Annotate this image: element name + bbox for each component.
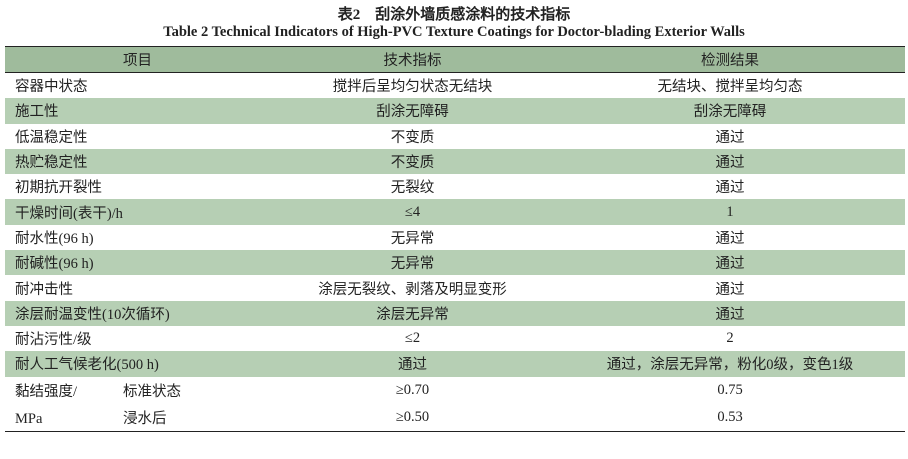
indicator-cell: 不变质 [270, 148, 555, 175]
table-row: 容器中状态 搅拌后呈均匀状态无结块 无结块、搅拌呈均匀态 [5, 73, 905, 99]
result-cell: 通过 [555, 148, 905, 175]
result-cell: 通过 [715, 129, 745, 146]
item-cell: 热贮稳定性 [5, 148, 270, 175]
result-cell: 通过 [555, 250, 905, 276]
table-row: 涂层耐温变性(10次循环) 涂层无异常 通过 [5, 300, 905, 326]
item-cell: 初期抗开裂性 [15, 180, 102, 197]
result-cell: 2 [726, 330, 734, 347]
header-indicator: 技术指标 [270, 46, 555, 73]
item-cell: 耐冲击性 [15, 281, 73, 298]
indicator-cell: 涂层无裂纹、剥落及明显变形 [318, 281, 507, 298]
result-cell: 通过 [715, 180, 745, 197]
table-row: 耐沾污性/级 ≤2 2 [5, 326, 905, 351]
result-cell: 1 [555, 199, 905, 225]
table-row: 耐水性(96 h) 无异常 通过 [5, 225, 905, 250]
indicator-cell: 无裂纹 [390, 180, 435, 197]
item-cell: MPa 浸水后 [5, 404, 270, 432]
item-cell: 黏结强度/标准状态 [5, 377, 270, 404]
indicator-cell: 无异常 [270, 250, 555, 276]
item-cell: 涂层耐温变性(10次循环) [5, 300, 270, 326]
indicator-cell: 不变质 [390, 129, 435, 146]
header-result: 检测结果 [555, 46, 905, 73]
indicator-cell: ≥0.70 [395, 381, 430, 398]
item-cell: 干燥时间(表干)/h [5, 199, 270, 225]
indicator-cell: 搅拌后呈均匀状态无结块 [332, 79, 493, 96]
bond-condition: 浸水后 [123, 410, 167, 427]
bond-strength-label: 黏结强度/ [15, 383, 78, 400]
header-row: 项目 技术指标 检测结果 [5, 46, 905, 73]
result-cell: 0.75 [717, 381, 743, 398]
item-cell: 耐水性(96 h) [15, 230, 94, 247]
result-cell: 无结块、搅拌呈均匀态 [657, 79, 803, 96]
item-cell: 施工性 [5, 98, 270, 124]
item-cell: 耐碱性(96 h) [5, 250, 270, 276]
item-cell: 耐沾污性/级 [15, 332, 92, 349]
bond-condition: 标准状态 [123, 383, 181, 400]
indicator-cell: 刮涂无障碍 [270, 98, 555, 124]
indicator-cell: 通过 [270, 351, 555, 377]
header-item: 项目 [5, 46, 270, 73]
indicator-cell: ≤2 [404, 330, 421, 347]
indicator-cell: 无异常 [390, 230, 435, 247]
result-cell: 刮涂无障碍 [555, 98, 905, 124]
indicator-cell: 涂层无异常 [270, 300, 555, 326]
table-row: 施工性 刮涂无障碍 刮涂无障碍 [5, 98, 905, 124]
item-cell: 容器中状态 [15, 79, 88, 96]
table-row: 黏结强度/标准状态 ≥0.70 0.75 [5, 377, 905, 404]
table-caption-en: Table 2 Technical Indicators of High-PVC… [163, 24, 745, 40]
table-row: 低温稳定性 不变质 通过 [5, 124, 905, 149]
technical-indicators-table: 项目 技术指标 检测结果 容器中状态 搅拌后呈均匀状态无结块 无结块、搅拌呈均匀态施… [5, 46, 905, 432]
result-cell: 通过 [715, 281, 745, 298]
table-row: 干燥时间(表干)/h ≤4 1 [5, 199, 905, 225]
indicator-cell: ≤4 [270, 199, 555, 225]
item-cell: 耐人工气候老化(500 h) [5, 351, 270, 377]
table-caption-cn: 表2 刮涂外墙质感涂料的技术指标 [337, 7, 571, 23]
result-cell: 0.53 [717, 408, 743, 425]
result-cell: 通过 [555, 300, 905, 326]
result-cell: 通过，涂层无异常，粉化0级，变色1级 [555, 351, 905, 377]
item-cell: 低温稳定性 [15, 129, 88, 146]
indicator-cell: ≥0.50 [395, 408, 430, 425]
table-row: 初期抗开裂性 无裂纹 通过 [5, 174, 905, 199]
table-row: 耐碱性(96 h) 无异常 通过 [5, 250, 905, 276]
table-row: MPa 浸水后 ≥0.50 0.53 [5, 404, 905, 432]
result-cell: 通过 [715, 230, 745, 247]
table-row: 耐人工气候老化(500 h) 通过 通过，涂层无异常，粉化0级，变色1级 [5, 351, 905, 377]
bond-strength-label: MPa [15, 410, 43, 427]
table-row: 耐冲击性 涂层无裂纹、剥落及明显变形 通过 [5, 275, 905, 300]
table-row: 热贮稳定性 不变质 通过 [5, 148, 905, 175]
